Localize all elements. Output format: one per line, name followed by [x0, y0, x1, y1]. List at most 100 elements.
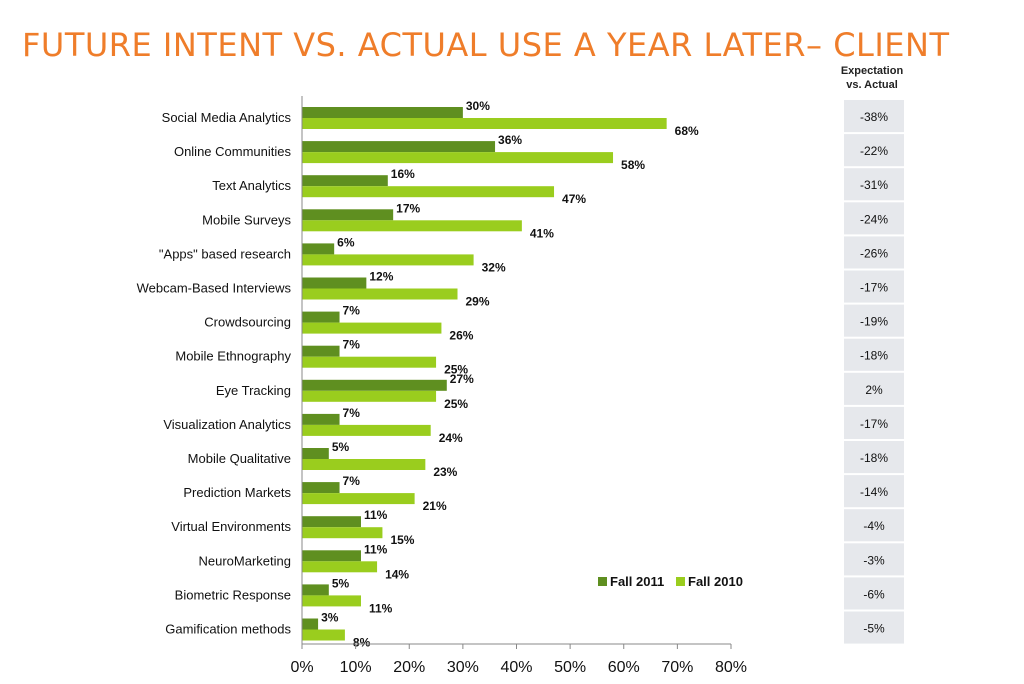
category-label: Mobile Qualitative [188, 451, 291, 466]
value-label-fall-2010: 8% [353, 636, 371, 650]
legend: Fall 2011 Fall 2010 [598, 574, 743, 589]
value-label-fall-2011: 27% [450, 372, 474, 386]
expectation-value: -26% [860, 246, 888, 260]
bar-fall-2011 [302, 107, 463, 118]
value-label-fall-2011: 7% [343, 304, 361, 318]
expectation-value: -17% [860, 281, 888, 295]
expectation-value: -18% [860, 451, 888, 465]
value-label-fall-2010: 25% [444, 363, 468, 377]
category-label: Webcam-Based Interviews [137, 281, 292, 296]
x-tick-label: 10% [340, 659, 372, 676]
bar-fall-2010 [302, 527, 383, 539]
bar-fall-2010 [302, 595, 361, 607]
expectation-value: -22% [860, 144, 888, 158]
category-label: Mobile Surveys [202, 212, 291, 227]
bar-fall-2010 [302, 390, 437, 402]
expectation-value: -5% [863, 622, 885, 636]
expectation-value: -3% [863, 553, 885, 567]
bar-fall-2011 [302, 175, 388, 187]
expectation-cell [844, 270, 904, 303]
x-tick-label: 40% [500, 659, 532, 676]
value-label-fall-2010: 41% [530, 226, 554, 240]
x-tick-label: 30% [447, 659, 479, 676]
expectation-value: -19% [860, 315, 888, 329]
category-label: "Apps" based research [159, 246, 291, 261]
legend-label-fall-2011: Fall 2011 [610, 574, 664, 589]
bar-fall-2010 [302, 493, 415, 505]
value-label-fall-2010: 47% [562, 192, 586, 206]
value-label-fall-2011: 36% [498, 133, 522, 147]
legend-swatch-fall-2011 [598, 577, 607, 586]
value-label-fall-2010: 24% [439, 431, 463, 445]
expectation-cell [844, 168, 904, 201]
expectation-cell [844, 338, 904, 371]
value-label-fall-2011: 16% [391, 167, 415, 181]
expectation-value: -4% [863, 519, 885, 533]
bar-fall-2011 [302, 413, 340, 425]
category-label: Social Media Analytics [162, 110, 292, 125]
bar-fall-2011 [302, 448, 329, 459]
bar-fall-2011 [302, 141, 496, 153]
expectation-cell [844, 372, 904, 405]
bar-fall-2011 [302, 243, 335, 255]
legend-swatch-fall-2010 [676, 577, 685, 586]
bar-fall-2011 [302, 277, 367, 289]
x-tick-label: 50% [554, 659, 586, 676]
value-label-fall-2010: 14% [385, 567, 409, 581]
expectation-header-line2: vs. Actual [846, 79, 898, 91]
expectation-cell [844, 202, 904, 235]
bar-fall-2010 [302, 629, 345, 641]
bar-fall-2011 [302, 516, 361, 528]
bar-fall-2010 [302, 424, 431, 436]
expectation-cell [844, 134, 904, 167]
value-label-fall-2010: 29% [466, 295, 490, 309]
expectation-cell [844, 236, 904, 269]
x-tick-label: 0% [290, 659, 313, 676]
value-label-fall-2011: 7% [343, 406, 361, 420]
bar-fall-2011 [302, 209, 394, 221]
bar-fall-2011 [302, 482, 340, 494]
value-label-fall-2011: 7% [343, 474, 361, 488]
bar-fall-2010 [302, 322, 442, 334]
bars-group: 30% 68% 36% 58% 16% 47% 17% 41% 6% 32% 12% 29% 7% 26%… [302, 99, 699, 650]
expectation-value: -38% [860, 110, 888, 124]
expectation-header: Expectation vs. Actual [822, 64, 922, 92]
value-label-fall-2010: 25% [444, 397, 468, 411]
value-label-fall-2010: 68% [675, 124, 699, 138]
category-label: Prediction Markets [183, 485, 291, 500]
category-label: Online Communities [174, 144, 292, 159]
expectation-value: 2% [865, 383, 883, 397]
bar-fall-2011 [302, 618, 319, 630]
expectation-value: -31% [860, 178, 888, 192]
expectation-cell [844, 577, 904, 610]
bar-fall-2010 [302, 186, 555, 198]
value-label-fall-2010: 11% [369, 601, 393, 615]
category-label: Crowdsourcing [204, 315, 291, 330]
expectation-value: -14% [860, 485, 888, 499]
category-label: NeuroMarketing [199, 553, 292, 568]
x-tick-label: 70% [661, 659, 693, 676]
value-label-fall-2011: 3% [321, 611, 339, 625]
expectation-cell [844, 543, 904, 576]
category-label: Biometric Response [175, 587, 291, 602]
bar-fall-2010 [302, 288, 458, 300]
value-label-fall-2011: 7% [343, 338, 361, 352]
category-label: Gamification methods [165, 622, 291, 637]
expectation-cell [844, 509, 904, 542]
expectation-cell [844, 611, 904, 644]
value-label-fall-2010: 32% [482, 260, 506, 274]
x-axis: 0% 10% 20% 30% 40% 50% 60% 70% 80% [290, 96, 747, 676]
expectation-cell [844, 100, 904, 133]
expectation-header-line1: Expectation [840, 65, 904, 77]
expectation-cell [844, 475, 904, 508]
value-label-fall-2011: 11% [364, 542, 388, 556]
value-label-fall-2010: 15% [390, 533, 414, 547]
value-label-fall-2011: 12% [369, 270, 393, 284]
category-label: Mobile Ethnography [175, 349, 291, 364]
expectation-value: -17% [860, 417, 888, 431]
category-labels: Social Media Analytics Online Communities… [137, 110, 292, 637]
value-label-fall-2011: 5% [332, 440, 350, 454]
bar-fall-2010 [302, 356, 437, 368]
value-label-fall-2010: 21% [423, 499, 447, 513]
value-label-fall-2010: 23% [433, 465, 457, 479]
